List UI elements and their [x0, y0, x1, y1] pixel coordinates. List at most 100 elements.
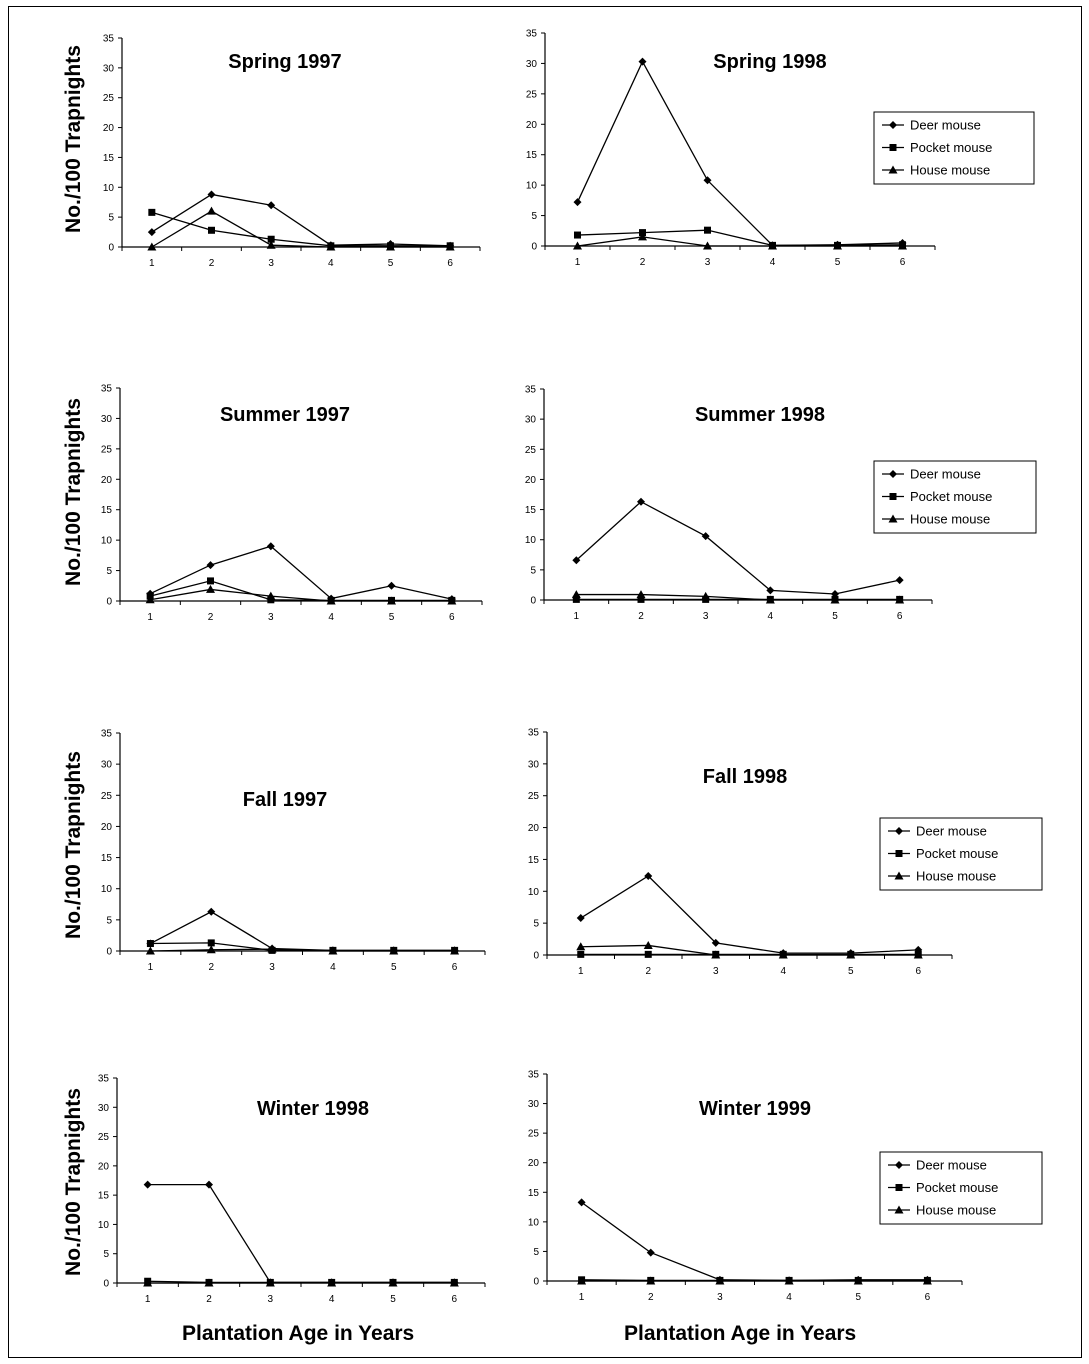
y-tick-label: 15 — [528, 855, 540, 866]
x-tick-label: 6 — [897, 611, 903, 622]
y-tick-label: 15 — [101, 853, 113, 864]
legend-marker-pocket — [889, 493, 897, 500]
y-tick-label: 25 — [101, 791, 113, 802]
figure-frame — [8, 6, 1082, 1358]
deer-mouse-line — [576, 60, 903, 247]
y-tick-label: 25 — [528, 1129, 540, 1140]
y-axis-label: No./100 Trapnights — [62, 398, 85, 586]
x-tick-label: 2 — [648, 1292, 654, 1303]
house-mouse-point — [711, 950, 721, 959]
y-tick-label: 5 — [530, 565, 536, 576]
x-tick-label: 6 — [452, 1294, 458, 1305]
y-tick-label: 20 — [103, 123, 115, 134]
y-tick-label: 35 — [526, 29, 538, 40]
house-mouse-point — [445, 242, 455, 251]
y-tick-label: 5 — [531, 211, 537, 222]
y-tick-label: 35 — [525, 385, 537, 396]
y-tick-label: 0 — [108, 243, 114, 254]
deer-mouse-point — [147, 228, 156, 237]
y-tick-label: 5 — [533, 919, 539, 930]
chart-title: Summer 1998 — [695, 404, 825, 426]
x-tick-label: 5 — [391, 962, 397, 973]
y-tick-label: 35 — [101, 384, 113, 395]
y-tick-label: 10 — [528, 887, 540, 898]
x-tick-label: 5 — [389, 612, 395, 623]
legend-marker-deer — [889, 121, 897, 129]
house-mouse-point — [768, 241, 777, 250]
y-tick-label: 20 — [526, 120, 538, 131]
house-mouse-point — [571, 590, 581, 599]
house-mouse-point — [145, 595, 155, 604]
legend-marker-house — [888, 165, 898, 174]
x-tick-label: 4 — [768, 611, 774, 622]
y-tick-label: 30 — [101, 760, 113, 771]
house-mouse-point — [895, 595, 905, 604]
x-tick-label: 3 — [703, 611, 709, 622]
x-tick-label: 1 — [147, 612, 153, 623]
x-tick-label: 2 — [640, 257, 646, 268]
y-tick-label: 0 — [533, 1277, 539, 1288]
y-tick-label: 10 — [98, 1220, 110, 1231]
x-tick-label: 6 — [447, 258, 453, 269]
deer-mouse-point — [573, 198, 582, 207]
house-mouse-point — [701, 591, 711, 600]
deer-mouse-point — [206, 561, 215, 570]
pocket-mouse-point — [637, 595, 645, 603]
house-mouse-point — [266, 240, 276, 249]
chart-panel: 0 5 10 15 20 25 30 35 1 2 3 4 5 6 Winter 1999 Deer mous… — [528, 1070, 1043, 1303]
house-mouse-point — [784, 1276, 794, 1285]
x-tick-label: 5 — [848, 966, 854, 977]
house-mouse-point — [204, 1278, 214, 1287]
chart-title: Spring 1998 — [713, 51, 826, 73]
deer-mouse-point — [637, 497, 645, 506]
legend-label: Pocket mouse — [916, 846, 998, 861]
y-tick-label: 15 — [528, 1188, 540, 1199]
house-mouse-point — [833, 241, 842, 250]
chart-panel: 0 5 10 15 20 25 30 35 1 2 3 4 5 6 Summer 1998 Deer mous… — [525, 385, 1037, 622]
y-tick-label: 30 — [526, 59, 538, 70]
house-mouse-point — [207, 206, 216, 215]
pocket-mouse-point — [267, 596, 275, 604]
y-tick-label: 5 — [103, 1249, 109, 1260]
legend-marker-deer — [895, 827, 903, 835]
legend-box — [873, 460, 1037, 534]
x-tick-label: 2 — [645, 966, 651, 977]
y-tick-label: 0 — [530, 596, 536, 607]
x-tick-label: 2 — [638, 611, 644, 622]
x-tick-label: 1 — [574, 611, 580, 622]
house-mouse-point — [638, 232, 647, 241]
y-tick-label: 15 — [101, 505, 113, 516]
deer-mouse-line — [580, 875, 919, 954]
y-tick-label: 30 — [528, 759, 540, 770]
house-mouse-point — [765, 595, 775, 604]
x-tick-label: 2 — [206, 1294, 212, 1305]
x-tick-label: 1 — [575, 257, 581, 268]
chart-title: Winter 1999 — [699, 1098, 811, 1120]
house-mouse-point — [327, 1278, 337, 1287]
house-mouse-point — [646, 1276, 656, 1285]
deer-mouse-point — [577, 1198, 586, 1207]
pocket-mouse-point — [577, 950, 585, 958]
y-tick-label: 25 — [526, 89, 538, 100]
legend-marker-deer — [895, 1161, 903, 1169]
y-tick-label: 25 — [98, 1132, 110, 1143]
y-tick-label: 10 — [101, 884, 113, 895]
x-tick-label: 4 — [780, 966, 786, 977]
deer-mouse-point — [703, 176, 712, 185]
x-tick-label: 2 — [209, 258, 215, 269]
y-tick-label: 20 — [98, 1161, 110, 1172]
legend-label: Pocket mouse — [916, 1180, 998, 1195]
x-tick-label: 1 — [579, 1292, 585, 1303]
x-tick-label: 1 — [578, 966, 584, 977]
y-axis-label: No./100 Trapnights — [62, 45, 85, 233]
deer-mouse-point — [267, 201, 276, 210]
x-tick-label: 6 — [900, 257, 906, 268]
deer-mouse-point — [766, 586, 775, 595]
deer-mouse-line — [575, 500, 900, 595]
house-mouse-point — [643, 940, 653, 949]
y-tick-label: 5 — [108, 213, 114, 224]
x-tick-label: 3 — [268, 612, 274, 623]
house-mouse-point — [326, 242, 336, 251]
deer-mouse-point — [572, 556, 581, 565]
